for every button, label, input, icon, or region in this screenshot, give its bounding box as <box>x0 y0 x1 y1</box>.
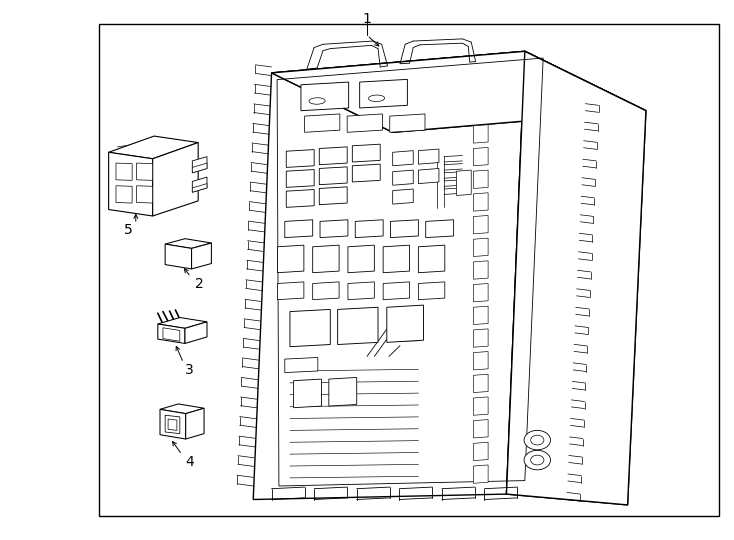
Ellipse shape <box>309 98 325 104</box>
Polygon shape <box>418 149 439 164</box>
Text: 5: 5 <box>124 222 133 237</box>
Text: 2: 2 <box>195 276 204 291</box>
Polygon shape <box>192 163 207 173</box>
Polygon shape <box>313 282 339 300</box>
Polygon shape <box>473 306 488 325</box>
Polygon shape <box>506 51 646 505</box>
Polygon shape <box>473 397 488 415</box>
Text: 3: 3 <box>185 363 194 377</box>
Polygon shape <box>355 220 383 238</box>
Circle shape <box>524 430 550 450</box>
Polygon shape <box>294 379 321 408</box>
Polygon shape <box>165 415 180 434</box>
Polygon shape <box>286 150 314 167</box>
Polygon shape <box>390 220 418 238</box>
Polygon shape <box>109 136 198 159</box>
Polygon shape <box>383 245 410 273</box>
Polygon shape <box>319 187 347 205</box>
Polygon shape <box>319 167 347 185</box>
Polygon shape <box>473 261 488 279</box>
Polygon shape <box>352 164 380 182</box>
Polygon shape <box>165 244 192 269</box>
Polygon shape <box>285 220 313 238</box>
Polygon shape <box>277 245 304 273</box>
Polygon shape <box>137 163 153 180</box>
Polygon shape <box>305 114 340 132</box>
Polygon shape <box>473 420 488 438</box>
Polygon shape <box>426 220 454 238</box>
Polygon shape <box>348 282 374 300</box>
Polygon shape <box>457 170 471 195</box>
Polygon shape <box>473 352 488 370</box>
Ellipse shape <box>368 95 385 102</box>
Polygon shape <box>185 322 207 343</box>
Polygon shape <box>418 282 445 300</box>
Polygon shape <box>352 144 380 162</box>
Text: 4: 4 <box>185 455 194 469</box>
Circle shape <box>531 435 544 445</box>
Polygon shape <box>192 243 211 269</box>
Polygon shape <box>163 328 180 341</box>
Polygon shape <box>418 245 445 273</box>
Polygon shape <box>272 51 646 132</box>
Polygon shape <box>473 170 488 188</box>
Polygon shape <box>473 215 488 234</box>
Circle shape <box>524 450 550 470</box>
Polygon shape <box>390 114 425 132</box>
Polygon shape <box>360 79 407 108</box>
Polygon shape <box>192 177 207 192</box>
Polygon shape <box>286 190 314 207</box>
Polygon shape <box>473 125 488 143</box>
Polygon shape <box>165 239 211 248</box>
Polygon shape <box>320 220 348 238</box>
Polygon shape <box>393 189 413 204</box>
Polygon shape <box>109 152 153 216</box>
Polygon shape <box>387 305 424 342</box>
Polygon shape <box>348 245 374 273</box>
Text: 1: 1 <box>363 12 371 26</box>
Polygon shape <box>338 307 378 345</box>
Polygon shape <box>473 284 488 302</box>
Polygon shape <box>418 168 439 184</box>
Polygon shape <box>137 186 153 203</box>
Polygon shape <box>473 147 488 166</box>
Polygon shape <box>253 51 525 500</box>
Polygon shape <box>158 324 185 343</box>
Polygon shape <box>473 238 488 256</box>
Polygon shape <box>301 82 349 111</box>
Polygon shape <box>116 186 132 203</box>
Polygon shape <box>319 147 347 165</box>
Polygon shape <box>285 357 318 373</box>
Bar <box>99 24 719 516</box>
Polygon shape <box>506 51 646 505</box>
Polygon shape <box>158 318 207 328</box>
Polygon shape <box>473 465 488 483</box>
Polygon shape <box>168 419 177 430</box>
Polygon shape <box>393 170 413 185</box>
Polygon shape <box>286 170 314 187</box>
Polygon shape <box>313 245 339 273</box>
Polygon shape <box>473 329 488 347</box>
Polygon shape <box>347 114 382 132</box>
Polygon shape <box>473 374 488 393</box>
Polygon shape <box>277 282 304 300</box>
Polygon shape <box>192 184 207 192</box>
Polygon shape <box>153 143 198 216</box>
Polygon shape <box>473 442 488 461</box>
Polygon shape <box>186 408 204 439</box>
Polygon shape <box>290 309 330 347</box>
Polygon shape <box>393 151 413 166</box>
Polygon shape <box>116 163 132 180</box>
Polygon shape <box>473 193 488 211</box>
Polygon shape <box>272 51 646 132</box>
Polygon shape <box>192 157 207 173</box>
Polygon shape <box>329 377 357 406</box>
Polygon shape <box>383 282 410 300</box>
Circle shape <box>531 455 544 465</box>
Polygon shape <box>160 404 204 414</box>
Polygon shape <box>160 409 186 439</box>
